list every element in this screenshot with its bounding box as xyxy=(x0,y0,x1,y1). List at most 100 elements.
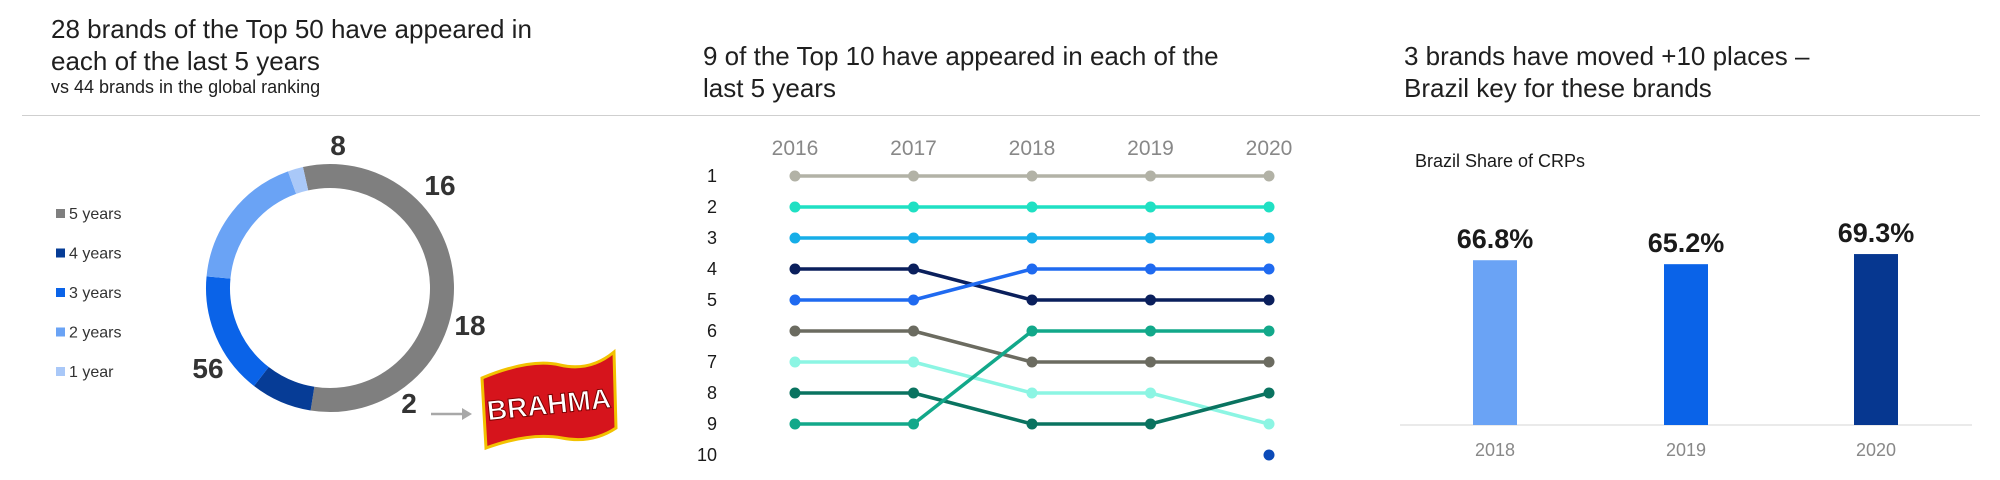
bump-point xyxy=(908,263,919,275)
donut-slice-2-years xyxy=(206,171,297,279)
rank-tick-label: 9 xyxy=(707,414,717,434)
bump-point xyxy=(1145,170,1156,182)
legend-swatch xyxy=(56,248,65,258)
bump-point xyxy=(789,418,801,430)
bump-point xyxy=(789,263,801,275)
bump-point xyxy=(789,387,801,399)
bump-point xyxy=(1026,387,1038,399)
bump-point xyxy=(1263,325,1275,337)
bar-category-label: 2018 xyxy=(1475,440,1515,460)
bump-point xyxy=(1263,418,1275,430)
bar-2018 xyxy=(1473,260,1517,425)
legend-label: 3 years xyxy=(69,285,121,302)
rank-tick-label: 7 xyxy=(707,352,717,372)
donut-data-label: 18 xyxy=(454,310,485,341)
legend-swatch xyxy=(56,327,65,337)
left-panel-headline: 28 brands of the Top 50 have appeared in… xyxy=(51,13,532,77)
right-headline-line2: Brazil key for these brands xyxy=(1404,73,1712,103)
legend-label: 2 years xyxy=(69,325,121,342)
bump-point xyxy=(1263,294,1275,306)
bar-category-label: 2019 xyxy=(1666,440,1706,460)
bump-point xyxy=(789,170,801,182)
rank-tick-label: 4 xyxy=(707,259,717,279)
rank-tick-label: 10 xyxy=(697,445,717,465)
logo-flag xyxy=(480,348,618,451)
bump-point xyxy=(1026,356,1038,368)
bump-point xyxy=(1263,387,1275,399)
middle-headline-line2: last 5 years xyxy=(703,73,836,103)
rank-tick-label: 8 xyxy=(707,383,717,403)
left-headline-line1: 28 brands of the Top 50 have appeared in xyxy=(51,14,532,44)
bump-point xyxy=(1026,170,1038,182)
left-headline-line2: each of the last 5 years xyxy=(51,46,320,76)
bump-point xyxy=(1026,418,1038,430)
bump-point xyxy=(1263,170,1275,182)
bar-2020 xyxy=(1854,254,1898,425)
legend-label: 1 year xyxy=(69,364,114,381)
donut-slice-4-years xyxy=(254,366,315,411)
legend-swatch xyxy=(56,367,65,376)
bump-point xyxy=(1263,356,1275,368)
bump-point xyxy=(908,387,919,399)
bar-2019 xyxy=(1664,264,1708,425)
bar-data-label: 65.2% xyxy=(1648,228,1725,258)
bump-point xyxy=(1145,325,1156,337)
donut-slice-1-year xyxy=(287,166,309,194)
donut-data-label: 16 xyxy=(424,170,455,201)
bar-category-label: 2020 xyxy=(1856,440,1896,460)
donut-slice-5-years xyxy=(302,164,454,412)
bump-point xyxy=(1026,232,1038,244)
bump-point xyxy=(789,201,801,213)
bump-point xyxy=(1263,232,1275,244)
bar-data-label: 66.8% xyxy=(1457,224,1534,254)
donut-data-label: 56 xyxy=(192,353,223,384)
bump-point xyxy=(789,325,801,337)
bump-point xyxy=(908,418,919,430)
bump-point xyxy=(1026,325,1038,337)
header-divider xyxy=(22,115,1980,116)
bump-point xyxy=(908,294,919,306)
bump-point xyxy=(1145,356,1156,368)
legend-label: 5 years xyxy=(69,206,121,223)
rank-tick-label: 3 xyxy=(707,228,717,248)
bump-point xyxy=(1145,387,1156,399)
bump-point xyxy=(908,356,919,368)
bump-point xyxy=(1026,263,1038,275)
rank-tick-label: 5 xyxy=(707,290,717,310)
rank-tick-label: 6 xyxy=(707,321,717,341)
year-tick-label: 2019 xyxy=(1127,137,1174,160)
bump-point xyxy=(789,232,801,244)
year-tick-label: 2017 xyxy=(890,137,937,160)
rank-tick-label: 1 xyxy=(707,166,717,186)
bump-point xyxy=(1145,294,1156,306)
bump-point xyxy=(1145,232,1156,244)
middle-headline-line1: 9 of the Top 10 have appeared in each of… xyxy=(703,41,1219,71)
bump-point xyxy=(1145,418,1156,430)
bump-point xyxy=(789,356,801,368)
donut-data-label: 2 xyxy=(401,388,417,419)
legend-swatch xyxy=(56,288,65,297)
left-panel-subline: vs 44 brands in the global ranking xyxy=(51,77,321,97)
bump-point xyxy=(789,294,801,306)
bar-chart-title: Brazil Share of CRPs xyxy=(1415,151,1585,171)
middle-panel-headline: 9 of the Top 10 have appeared in each of… xyxy=(703,40,1219,104)
bump-point xyxy=(1263,263,1275,275)
bump-point xyxy=(1145,263,1156,275)
legend-label: 4 years xyxy=(69,246,121,263)
right-panel-headline: 3 brands have moved +10 places – Brazil … xyxy=(1404,40,1809,104)
donut-data-label: 8 xyxy=(330,130,346,161)
bar-data-label: 69.3% xyxy=(1838,218,1915,248)
bump-point xyxy=(1263,201,1275,213)
year-tick-label: 2016 xyxy=(772,137,819,160)
year-tick-label: 2018 xyxy=(1009,137,1056,160)
bump-point xyxy=(908,232,919,244)
bump-point xyxy=(1026,201,1038,213)
year-tick-label: 2020 xyxy=(1246,137,1293,160)
bump-point xyxy=(1263,449,1275,461)
bump-point xyxy=(908,201,919,213)
donut-slice-3-years xyxy=(206,276,269,386)
